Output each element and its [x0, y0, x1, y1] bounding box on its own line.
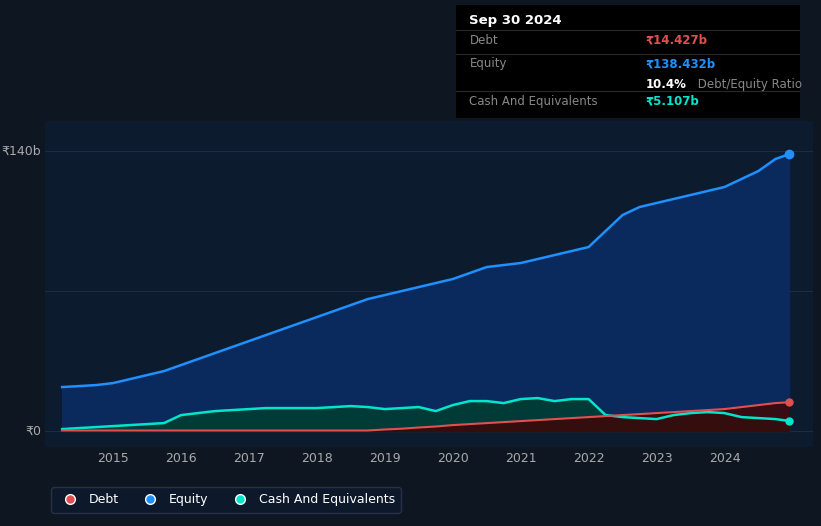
Text: Equity: Equity [470, 57, 507, 70]
Text: ₹5.107b: ₹5.107b [645, 95, 699, 108]
Legend: Debt, Equity, Cash And Equivalents: Debt, Equity, Cash And Equivalents [52, 487, 401, 513]
Text: 10.4%: 10.4% [645, 78, 686, 90]
Text: Debt: Debt [470, 34, 498, 46]
Text: ₹140b: ₹140b [2, 145, 41, 157]
Text: ₹0: ₹0 [25, 424, 41, 438]
Text: ₹14.427b: ₹14.427b [645, 34, 708, 46]
Text: Debt/Equity Ratio: Debt/Equity Ratio [694, 78, 801, 90]
Text: Sep 30 2024: Sep 30 2024 [470, 14, 562, 27]
Text: Cash And Equivalents: Cash And Equivalents [470, 95, 598, 108]
Text: ₹138.432b: ₹138.432b [645, 57, 715, 70]
